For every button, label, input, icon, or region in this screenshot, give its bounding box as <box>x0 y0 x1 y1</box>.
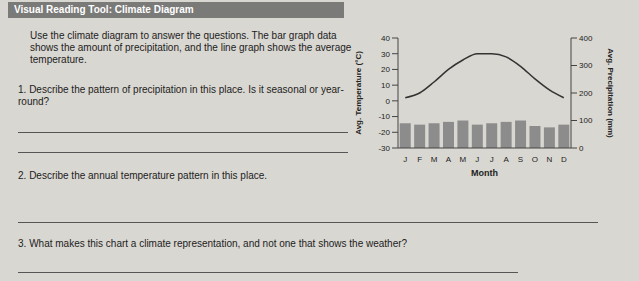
svg-text:-30: -30 <box>378 144 390 153</box>
svg-text:20: 20 <box>381 65 390 74</box>
svg-text:M: M <box>431 155 438 164</box>
svg-text:A: A <box>446 155 452 164</box>
html-text:1. Describe the pattern of pre: 1. Describe the pattern of precipitation… <box>18 84 344 107</box>
svg-text:300: 300 <box>579 61 593 70</box>
svg-text:40: 40 <box>381 34 390 43</box>
svg-text:Month: Month <box>471 168 498 178</box>
svg-text:200: 200 <box>579 89 593 98</box>
svg-text:400: 400 <box>579 34 593 43</box>
svg-text:O: O <box>532 155 538 164</box>
svg-text:0: 0 <box>386 97 391 106</box>
html-text:3. What makes this chart a cli: 3. What makes this chart a climate repre… <box>18 238 408 249</box>
html-text:Visual Reading Tool: Climate D: Visual Reading Tool: Climate Diagram <box>14 4 194 15</box>
svg-text:J: J <box>475 155 479 164</box>
svg-text:30: 30 <box>381 50 390 59</box>
svg-text:0: 0 <box>579 144 584 153</box>
svg-text:Avg. Precipitation (mm): Avg. Precipitation (mm) <box>606 48 615 138</box>
html-text:Use the climate diagram to ans: Use the climate diagram to answer the qu… <box>30 30 352 65</box>
svg-text:S: S <box>518 155 523 164</box>
svg-text:D: D <box>561 155 567 164</box>
svg-text:100: 100 <box>579 116 593 125</box>
svg-text:-10: -10 <box>378 112 390 121</box>
svg-text:F: F <box>417 155 422 164</box>
svg-text:J: J <box>403 155 407 164</box>
svg-text:10: 10 <box>381 81 390 90</box>
svg-text:N: N <box>546 155 552 164</box>
html-text:2. Describe the annual tempera: 2. Describe the annual temperature patte… <box>18 170 267 181</box>
svg-text:M: M <box>460 155 467 164</box>
svg-text:J: J <box>490 155 494 164</box>
svg-text:-20: -20 <box>378 128 390 137</box>
svg-text:A: A <box>503 155 509 164</box>
svg-text:Avg. Temperature (°C): Avg. Temperature (°C) <box>354 51 363 135</box>
